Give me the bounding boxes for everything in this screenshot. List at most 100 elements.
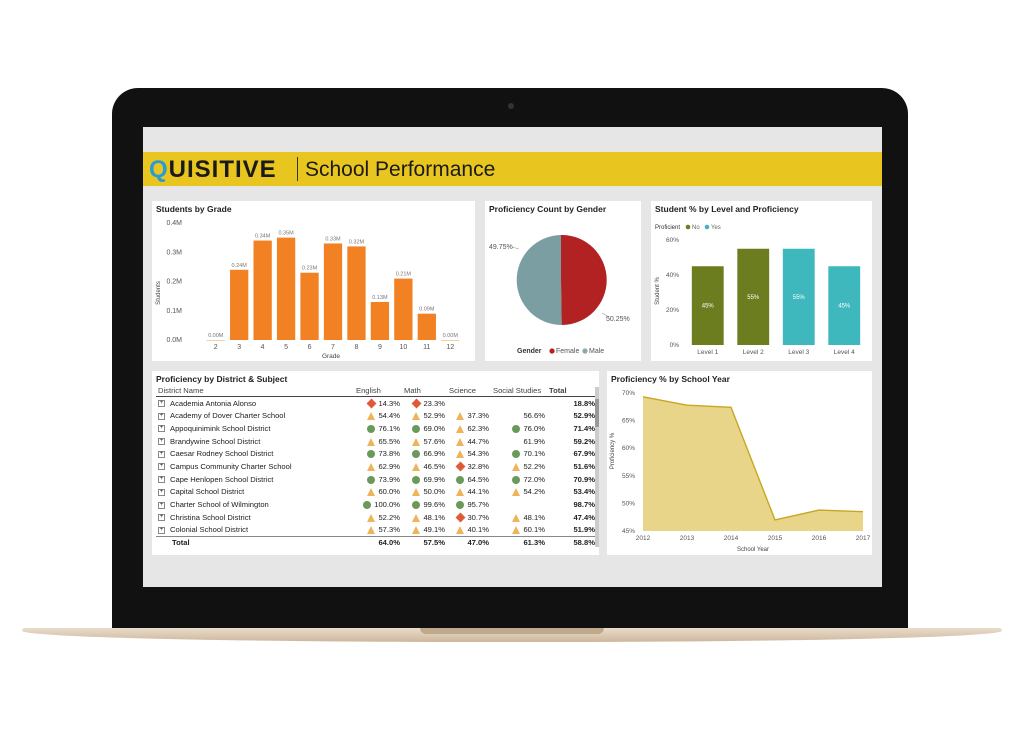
laptop-base — [22, 628, 1002, 642]
expand-icon[interactable]: + — [158, 488, 165, 496]
x-tick-label: 2 — [214, 344, 218, 351]
triangle-indicator-icon — [456, 488, 465, 497]
bar-grade-6[interactable] — [300, 272, 319, 340]
bar-level-1[interactable] — [691, 266, 724, 345]
table-row[interactable]: + Capital School District 60.0% 50.0% 44.1% 5… — [156, 486, 597, 499]
x-axis-title: Grade — [322, 353, 340, 360]
bar-level-2[interactable] — [737, 248, 770, 345]
triangle-indicator-icon — [367, 462, 376, 471]
bar-grade-3[interactable] — [230, 269, 249, 340]
table-row[interactable]: + Brandywine School District 65.5% 57.6% 44.… — [156, 435, 597, 448]
bar-grade-5[interactable] — [276, 237, 296, 340]
bar-grade-2[interactable] — [206, 340, 225, 341]
expand-icon[interactable]: + — [158, 425, 165, 433]
district-subject-panel[interactable]: Proficiency by District & Subject Distri… — [152, 371, 599, 555]
bar-grade-10[interactable] — [394, 278, 413, 340]
x-tick-label: 5 — [284, 344, 288, 351]
col-total[interactable]: Total — [547, 384, 597, 398]
district-name: + Charter School of Wilmington — [158, 500, 269, 510]
x-tick-label: 4 — [261, 344, 265, 351]
table-scrollbar[interactable] — [595, 387, 599, 547]
circle-indicator-icon — [512, 424, 521, 433]
students-by-grade-chart: Students Grade 0.4M 0.3M 0.2M 0.1M 0.0M 0.00M… — [156, 220, 460, 360]
level-panel[interactable]: Student % by Level and Proficiency Profi… — [651, 201, 872, 361]
table-row[interactable]: + Christina School District 52.2% 48.1% 30.7… — [156, 511, 597, 524]
col-district[interactable]: District Name — [156, 384, 354, 398]
expand-icon[interactable]: + — [158, 526, 165, 534]
table-row[interactable]: + Charter School of Wilmington 100.0% 99.6%… — [156, 498, 597, 511]
circle-indicator-icon — [367, 424, 376, 433]
table-row[interactable]: + Cape Henlopen School District 73.9% 69.9%… — [156, 473, 597, 486]
triangle-indicator-icon — [456, 412, 465, 421]
triangle-indicator-icon — [456, 437, 465, 446]
bar-data-label: 0.33M — [325, 236, 341, 242]
table-row[interactable]: + Campus Community Charter School 62.9% 46.… — [156, 460, 597, 473]
table-row[interactable]: + Academy of Dover Charter School 54.4% 52.… — [156, 409, 597, 422]
bar-data-label: 45% — [838, 304, 851, 310]
col-math[interactable]: Math — [402, 384, 447, 398]
col-english[interactable]: English — [354, 384, 402, 398]
table-row[interactable]: + Academia Antonia Alonso 14.3% 23.3% 18.8% — [156, 397, 597, 410]
bar-grade-11[interactable] — [417, 313, 436, 340]
x-axis-title: School Year — [737, 547, 769, 553]
circle-indicator-icon — [412, 501, 421, 510]
table-total-row: Total 64.0% 57.5% 47.0% 61.3% 58.8% — [156, 535, 597, 549]
y-tick-label: 45% — [622, 528, 635, 535]
circle-indicator-icon — [412, 450, 421, 459]
x-tick-label: 10 — [399, 344, 407, 351]
expand-icon[interactable]: + — [158, 476, 165, 484]
expand-icon[interactable]: + — [158, 400, 165, 408]
pie-slice-female[interactable] — [561, 234, 607, 325]
bar-level-3[interactable] — [782, 248, 815, 345]
circle-indicator-icon — [367, 450, 376, 459]
panel-title: Student % by Level and Proficiency — [655, 204, 799, 214]
triangle-indicator-icon — [456, 424, 465, 433]
col-social-studies[interactable]: Social Studies — [491, 384, 547, 398]
legend-no-label: No — [692, 225, 700, 231]
bar-grade-9[interactable] — [370, 301, 390, 340]
y-tick-label: 60% — [622, 445, 635, 452]
table-header-row: District Name English Math Science Socia… — [156, 384, 597, 398]
expand-icon[interactable]: + — [158, 463, 165, 471]
x-tick-label: 2017 — [856, 535, 871, 542]
table-row[interactable]: + Caesar Rodney School District 73.8% 66.9%… — [156, 447, 597, 460]
logo-divider — [297, 157, 298, 181]
dashboard-screen: QUISITIVE School Performance Students by… — [143, 127, 882, 587]
students-by-grade-panel[interactable]: Students by Grade Students Grade 0.4M 0.3… — [152, 201, 475, 361]
y-tick-label: 0.2M — [166, 279, 182, 286]
bar-grade-4[interactable] — [253, 240, 272, 340]
expand-icon[interactable]: + — [158, 501, 165, 509]
expand-icon[interactable]: + — [158, 412, 165, 420]
table-row[interactable]: + Colonial School District 57.3% 49.1% 40.1%… — [156, 524, 597, 537]
gender-panel[interactable]: Proficiency Count by Gender 49.75% 50.25… — [485, 201, 641, 361]
bar-data-label: 0.21M — [396, 272, 412, 278]
scrollbar-thumb[interactable] — [595, 399, 599, 427]
total-label: Total — [156, 535, 354, 549]
district-name: + Academia Antonia Alonso — [158, 398, 257, 408]
bar-grade-7[interactable] — [323, 243, 343, 340]
bar-grade-8[interactable] — [347, 246, 366, 340]
triangle-indicator-icon — [512, 513, 521, 522]
bar-data-label: 0.13M — [372, 295, 388, 301]
legend-female-label: Female — [556, 348, 579, 355]
triangle-indicator-icon — [367, 526, 376, 535]
expand-icon[interactable]: + — [158, 514, 165, 522]
pie-label-female: 50.25% — [606, 316, 630, 323]
circle-indicator-icon — [512, 450, 521, 459]
col-science[interactable]: Science — [447, 384, 491, 398]
expand-icon[interactable]: + — [158, 438, 165, 446]
bar-level-4[interactable] — [828, 266, 861, 345]
bar-data-label: 0.32M — [349, 239, 365, 245]
panel-title: Proficiency % by School Year — [611, 374, 730, 384]
pie-slice-male[interactable] — [516, 235, 562, 325]
circle-indicator-icon — [456, 475, 465, 484]
year-panel[interactable]: Proficiency % by School Year Proficiency… — [607, 371, 872, 555]
x-tick-label: Level 1 — [697, 349, 718, 356]
total-value: 61.3% — [491, 535, 547, 549]
bar-grade-12[interactable] — [441, 340, 460, 341]
page-title: School Performance — [305, 158, 496, 181]
x-tick-label: 11 — [423, 344, 430, 351]
district-name: + Capital School District — [158, 487, 245, 497]
expand-icon[interactable]: + — [158, 450, 165, 458]
table-row[interactable]: + Appoquinimink School District 76.1% 69.0%… — [156, 422, 597, 435]
